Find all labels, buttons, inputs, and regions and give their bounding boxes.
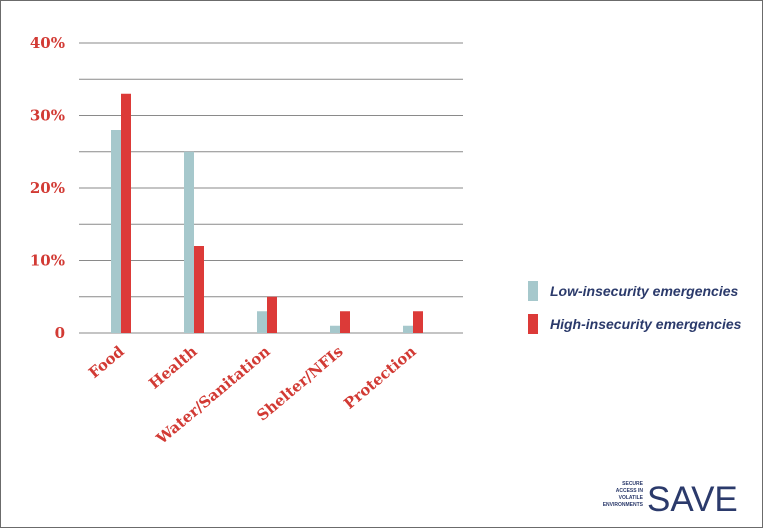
bar-high-water-sanitation <box>267 296 277 333</box>
logo-line-2: ACCESS IN <box>616 488 644 494</box>
bar-low-health <box>184 151 194 333</box>
bar-high-health <box>194 246 204 333</box>
legend-label-low: Low-insecurity emergencies <box>550 283 739 299</box>
gridlines <box>79 42 463 334</box>
legend: Low-insecurity emergencies High-insecuri… <box>528 281 742 334</box>
bar-high-shelter-nfis <box>340 311 350 333</box>
bars <box>111 93 423 333</box>
logo-line-4: ENVIRONMENTS <box>603 502 644 508</box>
bar-low-shelter-nfis <box>330 325 340 333</box>
y-axis-ticks: 0 10% 20% 30% 40% <box>30 34 65 342</box>
y-tick-label: 20% <box>30 179 65 197</box>
y-tick-label: 40% <box>30 34 65 52</box>
bar-low-food <box>111 130 121 333</box>
y-tick-label: 0 <box>55 324 65 342</box>
bar-low-water-sanitation <box>257 311 267 333</box>
legend-swatch-low <box>528 281 538 301</box>
bar-high-food <box>121 93 131 333</box>
x-tick-label: Health <box>145 342 200 392</box>
save-logo: SECURE ACCESS IN VOLATILE ENVIRONMENTS S… <box>603 480 738 519</box>
legend-swatch-high <box>528 314 538 334</box>
logo-line-1: SECURE <box>622 481 644 487</box>
logo-wordmark: SAVE <box>647 480 738 519</box>
y-tick-label: 30% <box>30 107 65 125</box>
logo-line-3: VOLATILE <box>619 495 644 501</box>
y-tick-label: 10% <box>30 252 65 270</box>
bar-low-protection <box>403 325 413 333</box>
x-tick-label: Food <box>85 342 128 382</box>
x-tick-label: Protection <box>340 342 419 413</box>
legend-label-high: High-insecurity emergencies <box>550 316 742 332</box>
bar-high-protection <box>413 311 423 333</box>
x-axis-labels: Food HealthWater/SanitationShelter/NFIsPr… <box>85 342 420 448</box>
